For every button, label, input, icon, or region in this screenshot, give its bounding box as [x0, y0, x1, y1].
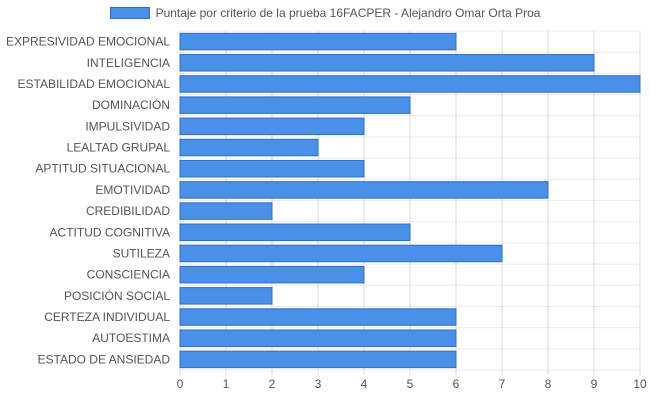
y-category-label: EXPRESIVIDAD EMOCIONAL: [6, 35, 170, 49]
legend[interactable]: Puntaje por criterio de la prueba 16FACP…: [0, 6, 650, 22]
bar[interactable]: [179, 308, 457, 326]
bar[interactable]: [179, 202, 273, 220]
y-category-label: ACTITUD COGNITIVA: [50, 225, 170, 239]
x-tick-label: 8: [545, 377, 552, 391]
x-tick-label: 6: [453, 377, 460, 391]
y-category-label: SUTILEZA: [113, 246, 170, 260]
y-category-label: AUTOESTIMA: [92, 331, 170, 345]
bar[interactable]: [179, 181, 549, 199]
bar[interactable]: [179, 54, 595, 72]
x-tick-label: 4: [361, 377, 368, 391]
y-category-label: CERTEZA INDIVIDUAL: [44, 310, 170, 324]
bar[interactable]: [179, 329, 457, 347]
x-tick-label: 1: [223, 377, 230, 391]
x-tick-label: 2: [269, 377, 276, 391]
x-tick-label: 7: [499, 377, 506, 391]
x-tick-label: 10: [633, 377, 647, 391]
y-category-label: ESTADO DE ANSIEDAD: [38, 352, 171, 366]
bar[interactable]: [179, 159, 365, 178]
y-category-label: ESTABILIDAD EMOCIONAL: [18, 77, 171, 91]
y-category-label: INTELIGENCIA: [87, 56, 170, 70]
y-category-label: LEALTAD GRUPAL: [67, 141, 171, 155]
bar[interactable]: [179, 32, 457, 51]
legend-swatch[interactable]: [109, 7, 150, 19]
bar[interactable]: [179, 223, 411, 242]
y-category-label: CONSCIENCIA: [87, 268, 170, 282]
x-tick-label: 3: [315, 377, 322, 391]
legend-label: Puntaje por criterio de la prueba 16FACP…: [155, 6, 541, 20]
bar[interactable]: [179, 96, 411, 114]
bar[interactable]: [179, 138, 319, 157]
bar[interactable]: [179, 75, 641, 93]
y-category-label: IMPULSIVIDAD: [85, 119, 170, 133]
y-category-label: DOMINACIÓN: [92, 97, 170, 112]
x-tick-label: 5: [407, 377, 414, 391]
bar[interactable]: [179, 244, 503, 263]
y-category-label: POSICIÓN SOCIAL: [64, 288, 170, 303]
x-tick-label: 0: [177, 377, 184, 391]
bar[interactable]: [179, 117, 365, 136]
y-category-label: APTITUD SITUACIONAL: [35, 162, 170, 176]
x-tick-label: 9: [591, 377, 598, 391]
y-category-label: CREDIBILIDAD: [86, 204, 170, 218]
y-category-label: EMOTIVIDAD: [95, 183, 170, 197]
bar[interactable]: [179, 350, 457, 369]
bar[interactable]: [179, 287, 273, 305]
bar[interactable]: [179, 265, 365, 284]
